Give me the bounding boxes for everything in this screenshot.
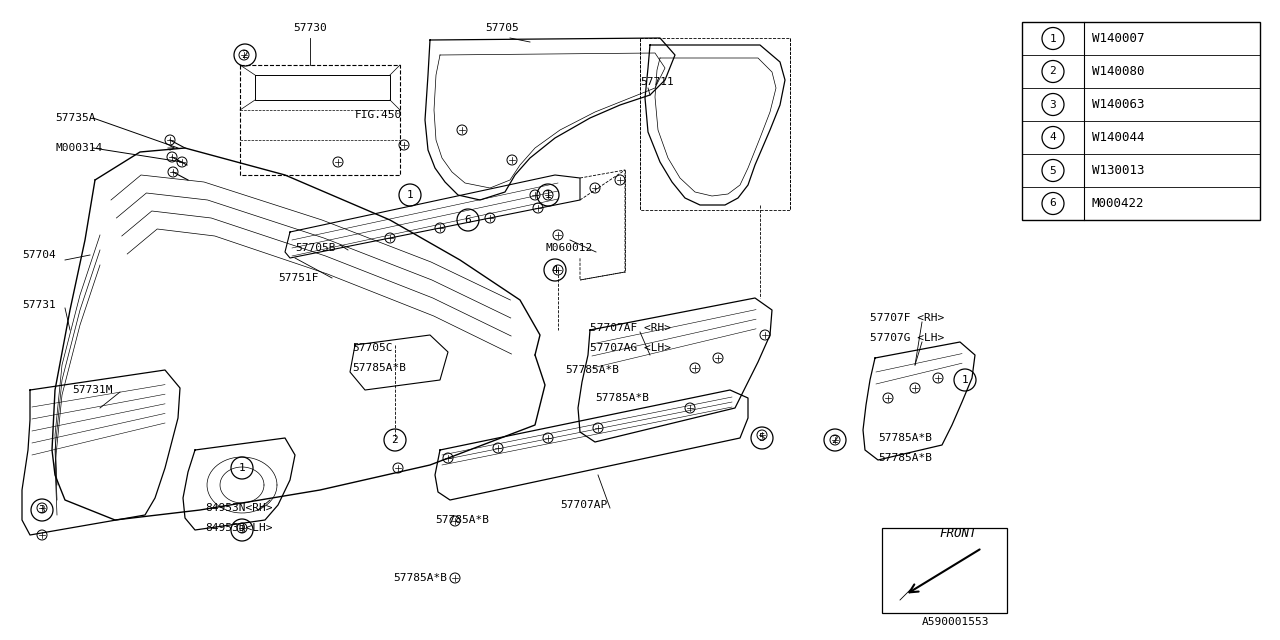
Text: 4: 4 [1050,132,1056,143]
Text: 57785A*B: 57785A*B [595,393,649,403]
Text: 1: 1 [544,190,552,200]
Text: 6: 6 [465,215,471,225]
Text: 57707AG <LH>: 57707AG <LH> [590,343,671,353]
Text: W140044: W140044 [1092,131,1144,144]
Bar [1021,22,1260,220]
Text: 1: 1 [961,375,969,385]
Text: 57731: 57731 [22,300,56,310]
Text: M000422: M000422 [1092,197,1144,210]
Text: FRONT: FRONT [940,527,977,540]
Text: 57707AP: 57707AP [561,500,607,510]
Text: W140007: W140007 [1092,32,1144,45]
Text: W140063: W140063 [1092,98,1144,111]
Text: 57735A: 57735A [55,113,96,123]
Text: 84953D<LH>: 84953D<LH> [205,523,273,533]
Text: 57751F: 57751F [278,273,319,283]
Text: 57785A*B: 57785A*B [878,453,932,463]
Text: 1: 1 [1050,33,1056,44]
Bar [882,528,1007,613]
Text: 6: 6 [1050,198,1056,209]
Text: 3: 3 [38,505,45,515]
Text: 2: 2 [832,435,838,445]
Text: 2: 2 [242,50,248,60]
Text: 57785A*B: 57785A*B [878,433,932,443]
Text: 3: 3 [238,525,246,535]
Text: W130013: W130013 [1092,164,1144,177]
Text: 57785A*B: 57785A*B [393,573,447,583]
Text: 57785A*B: 57785A*B [352,363,406,373]
Text: M000314: M000314 [55,143,102,153]
Text: 5: 5 [1050,166,1056,175]
Text: 57704: 57704 [22,250,56,260]
Text: 2: 2 [1050,67,1056,77]
Text: 4: 4 [552,265,558,275]
Text: 5: 5 [759,433,765,443]
Text: 57785A*B: 57785A*B [564,365,620,375]
Text: 1: 1 [238,463,246,473]
Text: 1: 1 [407,190,413,200]
Text: 57785A*B: 57785A*B [435,515,489,525]
Text: 3: 3 [1050,99,1056,109]
Text: 2: 2 [392,435,398,445]
Text: 57731M: 57731M [72,385,113,395]
Text: 57707AF <RH>: 57707AF <RH> [590,323,671,333]
Text: A590001553: A590001553 [922,617,989,627]
Text: W140080: W140080 [1092,65,1144,78]
Text: FIG.450: FIG.450 [355,110,402,120]
Text: 57711: 57711 [640,77,673,87]
Text: 57707G <LH>: 57707G <LH> [870,333,945,343]
Text: 57705C: 57705C [352,343,393,353]
Text: 84953N<RH>: 84953N<RH> [205,503,273,513]
Text: 57707F <RH>: 57707F <RH> [870,313,945,323]
Text: 57705: 57705 [485,23,518,33]
Text: 57705B: 57705B [294,243,335,253]
Text: M060012: M060012 [545,243,593,253]
Text: 57730: 57730 [293,23,326,33]
